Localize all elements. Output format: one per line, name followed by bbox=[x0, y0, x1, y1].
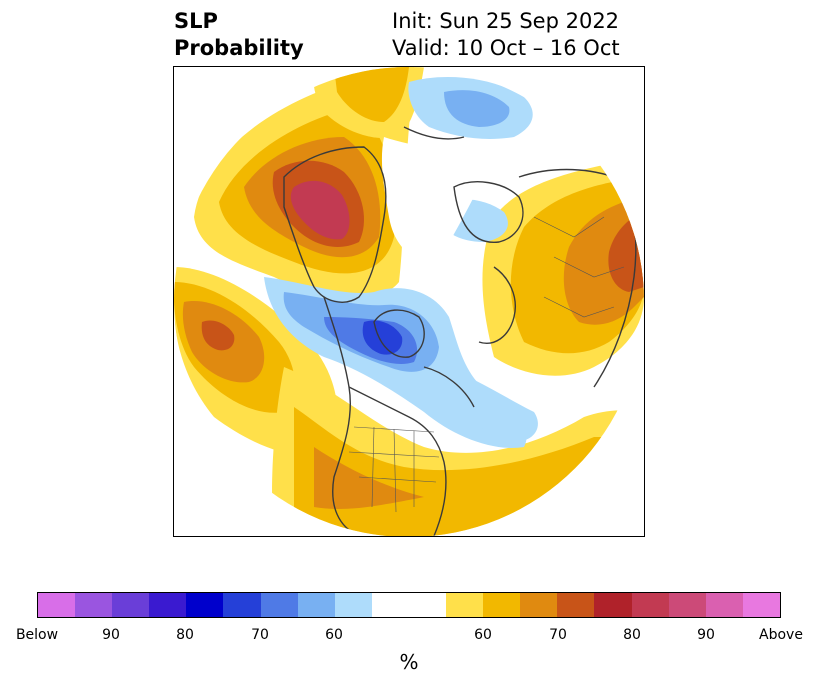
colorbar-segment bbox=[446, 593, 484, 617]
colorbar-tick-label: 60 bbox=[325, 627, 343, 643]
political-borders bbox=[348, 216, 625, 513]
probability-contour bbox=[290, 180, 350, 240]
colorbar-tick-label: 70 bbox=[549, 627, 567, 643]
colorbar-tick-label: Below bbox=[15, 627, 59, 643]
probability-contour bbox=[362, 320, 403, 355]
colorbar-tick-label: 90 bbox=[697, 627, 715, 643]
below-region-arctic bbox=[408, 77, 533, 139]
colorbar-segment bbox=[186, 593, 224, 617]
coastlines bbox=[283, 94, 637, 536]
probability-contour bbox=[314, 447, 424, 509]
colorbar-segment bbox=[38, 593, 76, 617]
probability-map bbox=[174, 67, 644, 536]
colorbar-tick-label: 80 bbox=[623, 627, 641, 643]
map-panel bbox=[173, 66, 645, 537]
colorbar bbox=[37, 592, 781, 618]
colorbar-segment bbox=[557, 593, 595, 617]
above-region-north bbox=[313, 67, 424, 139]
neutral-arctic bbox=[381, 137, 494, 267]
below-region-labrador bbox=[439, 367, 538, 442]
colorbar-tick-label: 90 bbox=[102, 627, 120, 643]
probability-contour bbox=[334, 67, 409, 122]
colorbar-segment bbox=[594, 593, 632, 617]
colorbar-segment bbox=[520, 593, 558, 617]
colorbar-tick-label: 80 bbox=[176, 627, 194, 643]
title-variable-line2: Probability bbox=[174, 36, 304, 60]
colorbar-tick-label: 60 bbox=[474, 627, 492, 643]
colorbar-segment bbox=[112, 593, 150, 617]
colorbar-segment bbox=[223, 593, 261, 617]
plot-title-dates: Init: Sun 25 Sep 2022 Valid: 10 Oct – 16… bbox=[392, 8, 620, 62]
colorbar-segment bbox=[334, 593, 372, 617]
colorbar-tick-label: 70 bbox=[251, 627, 269, 643]
colorbar-segment bbox=[668, 593, 706, 617]
colorbar-tick-label: Above bbox=[759, 627, 803, 643]
colorbar-segment bbox=[75, 593, 113, 617]
colorbar-segment bbox=[631, 593, 669, 617]
probability-contour bbox=[201, 320, 235, 351]
colorbar-segment-neutral bbox=[371, 593, 447, 617]
title-valid-range: Valid: 10 Oct – 16 Oct bbox=[392, 36, 620, 60]
title-init-date: Init: Sun 25 Sep 2022 bbox=[392, 9, 620, 33]
colorbar-segment bbox=[483, 593, 521, 617]
colorbar-segment bbox=[705, 593, 743, 617]
probability-contour bbox=[444, 90, 510, 127]
probability-contour bbox=[439, 367, 538, 442]
plot-title-variable: SLP Probability bbox=[174, 8, 304, 62]
colorbar-segment bbox=[297, 593, 335, 617]
colorbar-segment bbox=[260, 593, 298, 617]
title-variable-line1: SLP bbox=[174, 9, 218, 33]
colorbar-segment bbox=[742, 593, 780, 617]
colorbar-unit-label: % bbox=[399, 650, 419, 674]
colorbar-segment bbox=[149, 593, 187, 617]
